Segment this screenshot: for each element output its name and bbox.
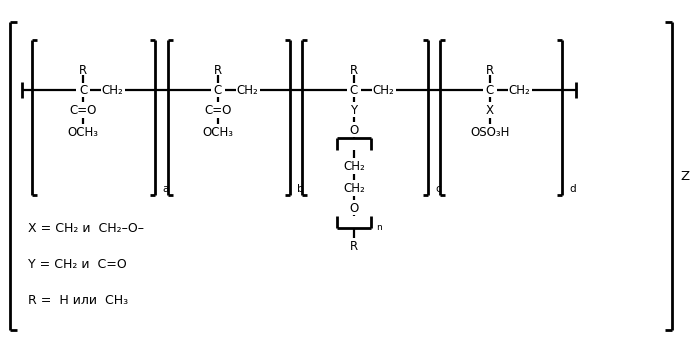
Text: OCH₃: OCH₃: [202, 126, 234, 138]
Text: c: c: [435, 184, 440, 194]
Text: R: R: [350, 239, 358, 252]
Text: R =  H или  CH₃: R = H или CH₃: [28, 293, 128, 306]
Text: R: R: [214, 64, 222, 77]
Text: X: X: [486, 103, 494, 116]
Text: CH₂: CH₂: [101, 84, 123, 96]
Text: C: C: [350, 84, 358, 96]
Text: R: R: [79, 64, 87, 77]
Text: C=O: C=O: [205, 103, 232, 116]
Text: X = CH₂ и  CH₂–O–: X = CH₂ и CH₂–O–: [28, 221, 144, 234]
Text: OSO₃H: OSO₃H: [470, 126, 510, 138]
Text: R: R: [350, 64, 358, 77]
Text: CH₂: CH₂: [508, 84, 530, 96]
Text: O: O: [350, 202, 359, 215]
Text: Z: Z: [681, 169, 690, 183]
Text: R: R: [486, 64, 494, 77]
Text: CH₂: CH₂: [236, 84, 258, 96]
Text: OCH₃: OCH₃: [68, 126, 98, 138]
Text: n: n: [376, 223, 382, 233]
Text: C: C: [486, 84, 494, 96]
Text: O: O: [350, 124, 359, 137]
Text: CH₂: CH₂: [372, 84, 394, 96]
Text: CH₂: CH₂: [343, 160, 365, 173]
Text: d: d: [569, 184, 576, 194]
Text: C=O: C=O: [69, 103, 97, 116]
Text: C: C: [214, 84, 222, 96]
Text: Y = CH₂ и  C=O: Y = CH₂ и C=O: [28, 258, 127, 271]
Text: CH₂: CH₂: [343, 181, 365, 195]
Text: Y: Y: [350, 103, 357, 116]
Text: a: a: [162, 184, 168, 194]
Text: b: b: [297, 184, 304, 194]
Text: C: C: [79, 84, 87, 96]
